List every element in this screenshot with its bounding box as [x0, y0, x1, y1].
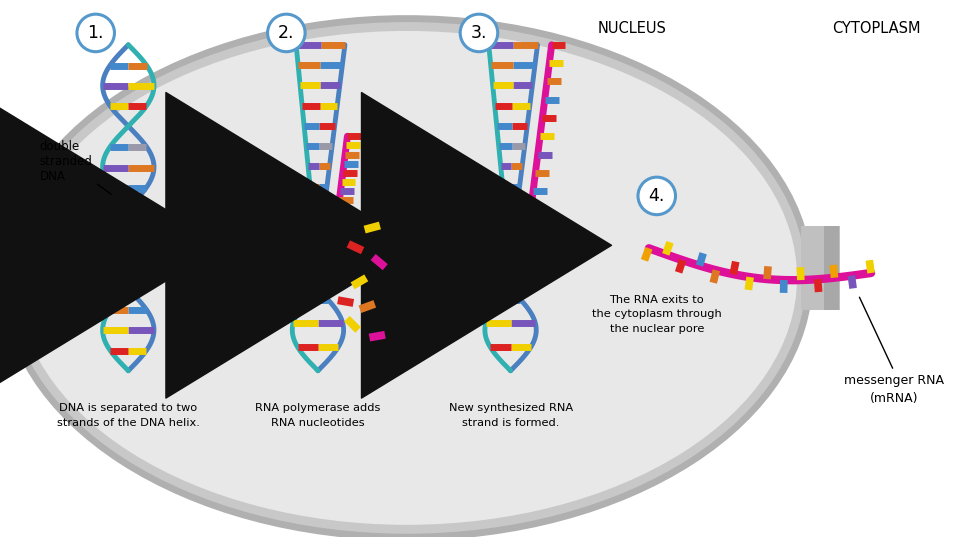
Circle shape — [460, 14, 497, 52]
Text: New synthesized RNA
strand is formed.: New synthesized RNA strand is formed. — [448, 403, 572, 428]
Text: 4.: 4. — [649, 187, 665, 205]
Text: RNA polymerase adds
RNA nucleotides: RNA polymerase adds RNA nucleotides — [255, 403, 380, 428]
Bar — [369, 331, 386, 341]
Bar — [824, 226, 838, 309]
Text: 1.: 1. — [87, 24, 104, 42]
Text: The RNA exits to
the cytoplasm through
the nuclear pore: The RNA exits to the cytoplasm through t… — [592, 295, 722, 334]
Text: CYTOPLASM: CYTOPLASM — [831, 21, 921, 36]
Text: 3.: 3. — [470, 24, 488, 42]
Circle shape — [77, 14, 114, 52]
Ellipse shape — [8, 22, 805, 534]
Ellipse shape — [1, 15, 813, 540]
Text: NUCLEUS: NUCLEUS — [598, 21, 666, 36]
Bar — [344, 316, 361, 333]
Bar — [801, 226, 841, 309]
Ellipse shape — [16, 31, 797, 525]
Text: messenger RNA
(mRNA): messenger RNA (mRNA) — [844, 374, 944, 404]
Bar — [364, 221, 381, 233]
Bar — [347, 240, 364, 254]
Bar — [350, 274, 369, 289]
Text: DNA is separated to two
strands of the DNA helix.: DNA is separated to two strands of the D… — [57, 403, 200, 428]
Text: 2.: 2. — [278, 24, 295, 42]
Bar — [371, 254, 388, 270]
Text: double
stranded
DNA: double stranded DNA — [39, 140, 111, 194]
Circle shape — [638, 177, 676, 215]
Circle shape — [268, 14, 305, 52]
Bar — [359, 300, 376, 313]
Bar — [337, 296, 354, 307]
